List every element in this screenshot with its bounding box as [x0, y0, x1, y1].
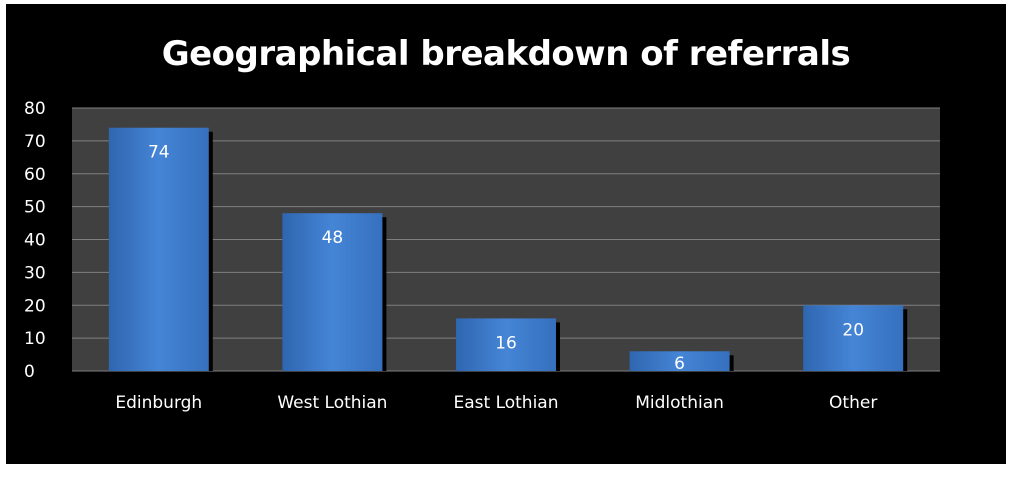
gridlines: [72, 107, 940, 372]
x-tick-label: East Lothian: [453, 393, 558, 413]
bar-chart: 0 10 20 30 40 50 60 70 80 74 48 16 6 20 Edinburgh Wes…: [24, 99, 940, 413]
chart-title: Geographical breakdown of referrals: [161, 34, 851, 74]
data-label: 20: [842, 320, 864, 340]
data-label: 48: [322, 228, 344, 248]
data-label: 6: [674, 354, 685, 374]
bars: [108, 127, 908, 371]
y-tick-label: 80: [24, 99, 46, 119]
chart-frame: Geographical breakdown of referrals 0 10 2…: [6, 4, 1006, 464]
x-tick-label: West Lothian: [277, 393, 387, 413]
data-labels: 74 48 16 6 20: [148, 143, 864, 374]
y-tick-label: 40: [24, 231, 46, 251]
bar: [108, 127, 209, 371]
x-tick-label: Other: [829, 393, 877, 413]
x-axis: Edinburgh West Lothian East Lothian Midloth…: [115, 393, 877, 413]
bar: [629, 351, 730, 371]
bar: [282, 213, 383, 371]
data-label: 74: [148, 143, 170, 163]
bar: [803, 305, 904, 371]
y-tick-label: 0: [24, 362, 35, 382]
y-tick-label: 20: [24, 296, 46, 316]
x-tick-label: Midlothian: [635, 393, 724, 413]
y-axis: 0 10 20 30 40 50 60 70 80: [24, 99, 46, 382]
y-tick-label: 10: [24, 329, 46, 349]
y-tick-label: 50: [24, 198, 46, 218]
bar: [456, 318, 556, 371]
data-label: 16: [495, 333, 517, 353]
y-tick-label: 60: [24, 165, 46, 185]
x-tick-label: Edinburgh: [115, 393, 202, 413]
y-tick-label: 30: [24, 263, 46, 283]
y-tick-label: 70: [24, 132, 46, 152]
